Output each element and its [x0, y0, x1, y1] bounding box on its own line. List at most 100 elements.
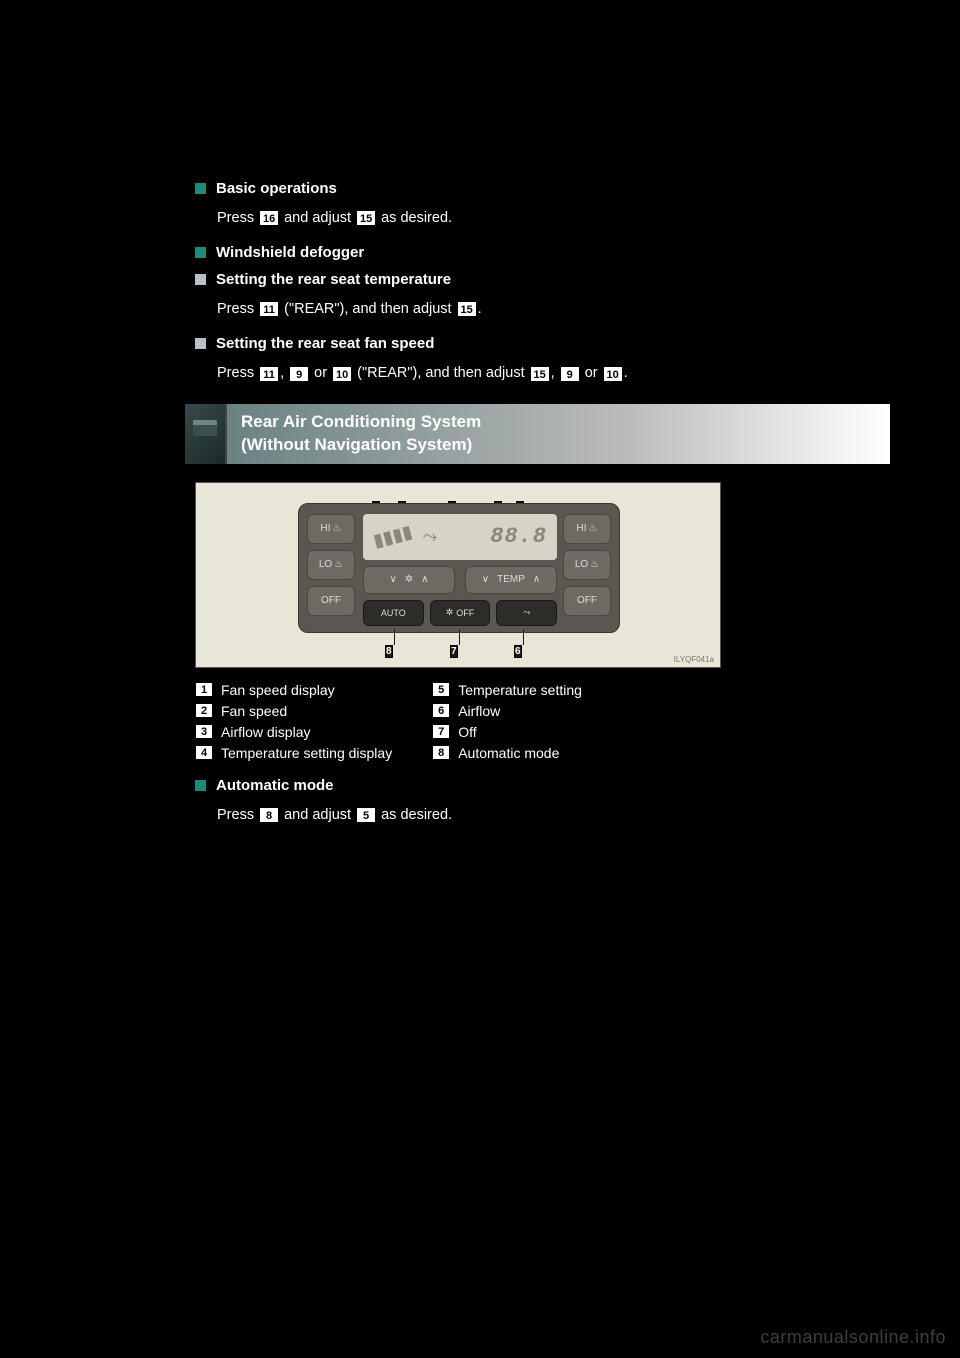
- text-fragment: ("REAR"), and then adjust: [280, 301, 456, 317]
- text-fragment: ("REAR"), and then adjust: [353, 365, 529, 381]
- label: OFF: [577, 595, 597, 606]
- figure-credit: ILYQF041a: [674, 655, 714, 664]
- fan-off-button[interactable]: ✲OFF: [430, 600, 491, 626]
- section-header-icon: [185, 404, 227, 464]
- legend: 1Fan speed display 2Fan speed 3Airflow d…: [195, 682, 890, 761]
- text-fragment: .: [624, 365, 628, 381]
- label: LO: [575, 559, 588, 570]
- rear-ac-panel-figure: 1 2 3 4 5 HI♨ LO♨ OFF HI♨ LO♨ OFF: [195, 482, 721, 668]
- label: OFF: [321, 595, 341, 606]
- bullet-icon: [195, 780, 206, 791]
- fan-speed-display-icon: ▮▮▮▮: [371, 521, 415, 552]
- legend-number: 3: [195, 724, 213, 739]
- label: LO: [319, 559, 332, 570]
- ref-number: 15: [356, 210, 376, 226]
- section-rear-temp: Setting the rear seat temperature: [195, 271, 890, 288]
- manual-page: Basic operations Press 16 and adjust 15 …: [0, 0, 960, 881]
- text-fragment: or: [581, 365, 602, 381]
- section-title: Basic operations: [216, 180, 337, 197]
- section-basic-operations: Basic operations: [195, 180, 890, 197]
- bullet-icon: [195, 247, 206, 258]
- fan-icon: ✲: [405, 574, 413, 585]
- section-title: Automatic mode: [216, 777, 334, 794]
- temp-setting-display: 88.8: [490, 524, 547, 549]
- bullet-icon: [195, 338, 206, 349]
- bullet-icon: [195, 274, 206, 285]
- seat-hi-button-right[interactable]: HI♨: [563, 514, 611, 544]
- text-fragment: Press: [217, 210, 258, 226]
- mid-button-row: ∨ ✲ ∧ ∨ TEMP ∧: [363, 566, 557, 594]
- text-fragment: as desired.: [377, 807, 452, 823]
- seat-icon: ♨: [333, 523, 342, 534]
- body-text: Press 11, 9 or 10 ("REAR"), and then adj…: [217, 362, 890, 385]
- auto-button[interactable]: AUTO: [363, 600, 424, 626]
- legend-number: 1: [195, 682, 213, 697]
- control-panel: HI♨ LO♨ OFF HI♨ LO♨ OFF ▮▮▮▮ ⤳ 88.8 ∨ ✲: [298, 503, 620, 633]
- ref-number: 10: [603, 366, 623, 382]
- body-text: Press 16 and adjust 15 as desired.: [217, 207, 890, 230]
- label: HI: [321, 523, 331, 534]
- fan-speed-button[interactable]: ∨ ✲ ∧: [363, 566, 455, 594]
- legend-number: 4: [195, 745, 213, 760]
- ref-number: 11: [259, 301, 279, 317]
- legend-text: Temperature setting display: [221, 745, 392, 761]
- bottom-button-row: AUTO ✲OFF ⤳: [363, 600, 557, 626]
- legend-text: Off: [458, 724, 476, 740]
- legend-text: Temperature setting: [458, 682, 582, 698]
- temp-button[interactable]: ∨ TEMP ∧: [465, 566, 557, 594]
- section-header-line1: Rear Air Conditioning System: [241, 411, 876, 434]
- airflow-button[interactable]: ⤳: [496, 600, 557, 626]
- ref-number: 15: [530, 366, 550, 382]
- text-fragment: Press: [217, 807, 258, 823]
- callout-box: 6: [514, 645, 522, 658]
- section-title: Windshield defogger: [216, 244, 364, 261]
- ref-number: 16: [259, 210, 279, 226]
- seat-off-button-right[interactable]: OFF: [563, 586, 611, 616]
- watermark: carmanualsonline.info: [760, 1327, 946, 1348]
- legend-number: 8: [432, 745, 450, 760]
- callout-line: [394, 629, 395, 645]
- label: AUTO: [381, 608, 406, 618]
- seat-icon: ♨: [334, 559, 343, 570]
- ref-number: 5: [356, 807, 376, 823]
- seat-off-button-left[interactable]: OFF: [307, 586, 355, 616]
- up-icon: ∧: [421, 574, 428, 585]
- airflow-display-icon: ⤳: [423, 526, 437, 547]
- seat-icon: ♨: [590, 559, 599, 570]
- legend-text: Fan speed display: [221, 682, 335, 698]
- legend-text: Automatic mode: [458, 745, 559, 761]
- text-fragment: and adjust: [280, 807, 355, 823]
- text-fragment: ,: [280, 365, 288, 381]
- right-seat-buttons: HI♨ LO♨ OFF: [563, 514, 611, 616]
- section-automatic-mode: Automatic mode: [195, 777, 890, 794]
- text-fragment: and adjust: [280, 210, 355, 226]
- callout-box: 8: [385, 645, 393, 658]
- fan-icon: ✲: [446, 607, 454, 618]
- seat-hi-button-left[interactable]: HI♨: [307, 514, 355, 544]
- body-text: Press 11 ("REAR"), and then adjust 15.: [217, 298, 890, 321]
- legend-col-left: 1Fan speed display 2Fan speed 3Airflow d…: [195, 682, 392, 761]
- text-fragment: .: [478, 301, 482, 317]
- legend-number: 2: [195, 703, 213, 718]
- callout-line: [459, 629, 460, 645]
- legend-row: 4 Temperature setting display: [195, 745, 392, 761]
- legend-row: 1 Fan speed display: [195, 682, 392, 698]
- legend-text: Fan speed: [221, 703, 287, 719]
- seat-lo-button-left[interactable]: LO♨: [307, 550, 355, 580]
- seat-icon: ♨: [589, 523, 598, 534]
- ref-number: 11: [259, 366, 279, 382]
- bullet-icon: [195, 183, 206, 194]
- legend-number: 7: [432, 724, 450, 739]
- text-fragment: as desired.: [377, 210, 452, 226]
- airflow-icon: ⤳: [523, 607, 530, 618]
- legend-number: 5: [432, 682, 450, 697]
- text-fragment: ,: [551, 365, 559, 381]
- text-fragment: Press: [217, 365, 258, 381]
- section-header: Rear Air Conditioning System (Without Na…: [185, 404, 890, 464]
- label: HI: [577, 523, 587, 534]
- section-header-line2: (Without Navigation System): [241, 434, 876, 457]
- ref-number: 9: [560, 366, 580, 382]
- section-title: Setting the rear seat temperature: [216, 271, 451, 288]
- seat-lo-button-right[interactable]: LO♨: [563, 550, 611, 580]
- down-icon: ∨: [389, 574, 396, 585]
